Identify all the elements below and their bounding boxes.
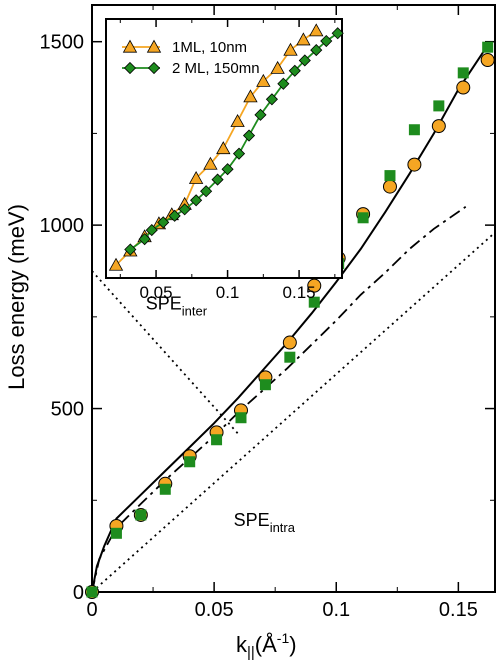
data-point-square	[235, 412, 247, 424]
data-point-square	[159, 483, 171, 495]
inset-data-point-diamond	[242, 129, 256, 142]
data-point-square	[284, 351, 296, 363]
inset-data-point-diamond	[138, 233, 151, 246]
inset-data-point-diamond	[124, 243, 137, 256]
annotation-spe-inter: SPEinter	[146, 294, 208, 319]
y-tick-label: 1500	[40, 32, 85, 54]
inset-x-tick-label: 0.15	[283, 283, 316, 302]
data-point-square	[135, 509, 147, 521]
curve-dashdot-1	[91, 206, 467, 593]
inset-data-point-diamond	[320, 34, 333, 48]
data-point-square	[86, 586, 98, 598]
annotation-spe-inter-sub: inter	[182, 304, 208, 319]
legend-label-2ml: 2 ML, 150mn	[172, 60, 260, 77]
inset-data-point-diamond	[157, 216, 170, 229]
inset-data-point-triangle	[270, 60, 285, 74]
inset-data-point-diamond	[288, 64, 301, 77]
inset-data-point-triangle	[108, 257, 124, 271]
annotation-spe-intra-sub: intra	[270, 520, 296, 535]
inset-data-point-diamond	[211, 173, 224, 186]
legend-marker-triangle	[146, 39, 162, 53]
legend-marker-diamond	[147, 61, 161, 75]
data-point-square	[384, 170, 396, 182]
legend-marker-triangle	[122, 39, 138, 53]
x-axis-title-sup: -1	[277, 630, 290, 646]
x-tick-label: 0.05	[195, 599, 234, 621]
data-point-square	[482, 41, 494, 53]
inset-plot: 0.05 0.1 0.15	[105, 18, 344, 302]
inset-data-point-diamond	[331, 27, 344, 40]
data-point-circle	[407, 157, 422, 172]
annotation-spe-inter-main: SPE	[146, 294, 182, 314]
data-point-circle	[282, 335, 297, 350]
inset-data-point-triangle	[230, 113, 245, 127]
inset-data-point-diamond	[168, 209, 181, 222]
curve-dotted-3	[91, 270, 240, 435]
data-point-circle	[307, 278, 322, 293]
inset-data-point-triangle	[188, 170, 204, 184]
inset-data-point-triangle	[243, 89, 258, 103]
inset-data-point-diamond	[200, 185, 213, 198]
x-axis-title-main: k	[236, 632, 248, 657]
data-point-square	[184, 456, 196, 468]
data-point-square	[211, 434, 223, 446]
data-point-circle	[382, 179, 397, 194]
data-point-square	[308, 296, 320, 308]
x-tick-label: 0.15	[439, 599, 478, 621]
plot-frame	[91, 4, 496, 593]
inset-x-tick-label: 0.1	[216, 283, 240, 302]
data-point-square	[408, 124, 420, 136]
inset-data-point-triangle	[309, 23, 324, 37]
inset-data-point-diamond	[254, 108, 267, 121]
data-point-square	[110, 527, 122, 539]
inset-data-point-triangle	[256, 73, 271, 87]
curve-dotted-2	[91, 231, 496, 593]
legend-marker-diamond	[123, 61, 137, 75]
data-point-square	[259, 379, 271, 391]
data-point-square	[433, 100, 445, 112]
inset-data-point-diamond	[178, 203, 191, 216]
x-axis-title-close: )	[289, 632, 296, 657]
data-point-circle	[480, 53, 495, 68]
inset-data-point-diamond	[190, 194, 203, 207]
inset-x-tick-label: 0.05	[140, 283, 173, 302]
annotation-spe-intra: SPEintra	[234, 510, 296, 535]
inset-data-point-triangle	[216, 141, 231, 155]
y-axis-title: Loss energy (meV)	[4, 204, 29, 390]
y-tick-label: 500	[51, 399, 84, 421]
x-axis-title-unit: (Å	[255, 632, 277, 657]
inset-data-point-diamond	[298, 54, 311, 67]
x-tick-label: 0.1	[322, 599, 350, 621]
inset-data-point-diamond	[221, 163, 234, 176]
data-point-circle	[456, 80, 471, 95]
y-tick-label: 1000	[40, 215, 85, 237]
y-tick-label: 0	[73, 582, 84, 604]
curve-solid-0	[91, 41, 491, 593]
inset-data-point-diamond	[310, 44, 323, 57]
data-point-circle	[431, 119, 446, 134]
data-point-square	[457, 67, 469, 79]
inset-data-point-diamond	[232, 147, 246, 160]
x-tick-label: 0	[86, 599, 97, 621]
data-point-square	[357, 212, 369, 224]
inset-data-point-diamond	[265, 93, 278, 106]
x-axis-title-sub: ||	[247, 644, 255, 661]
inset-data-point-triangle	[203, 156, 218, 170]
inset-data-point-triangle	[283, 42, 298, 56]
x-axis-title: k||(Å-1)	[236, 630, 297, 661]
inset-data-point-triangle	[296, 32, 311, 46]
inset-data-point-diamond	[277, 77, 290, 90]
inset-data-point-diamond	[145, 224, 158, 237]
annotation-spe-intra-main: SPE	[234, 510, 270, 530]
legend-label-1ml: 1ML, 10nm	[172, 39, 247, 56]
